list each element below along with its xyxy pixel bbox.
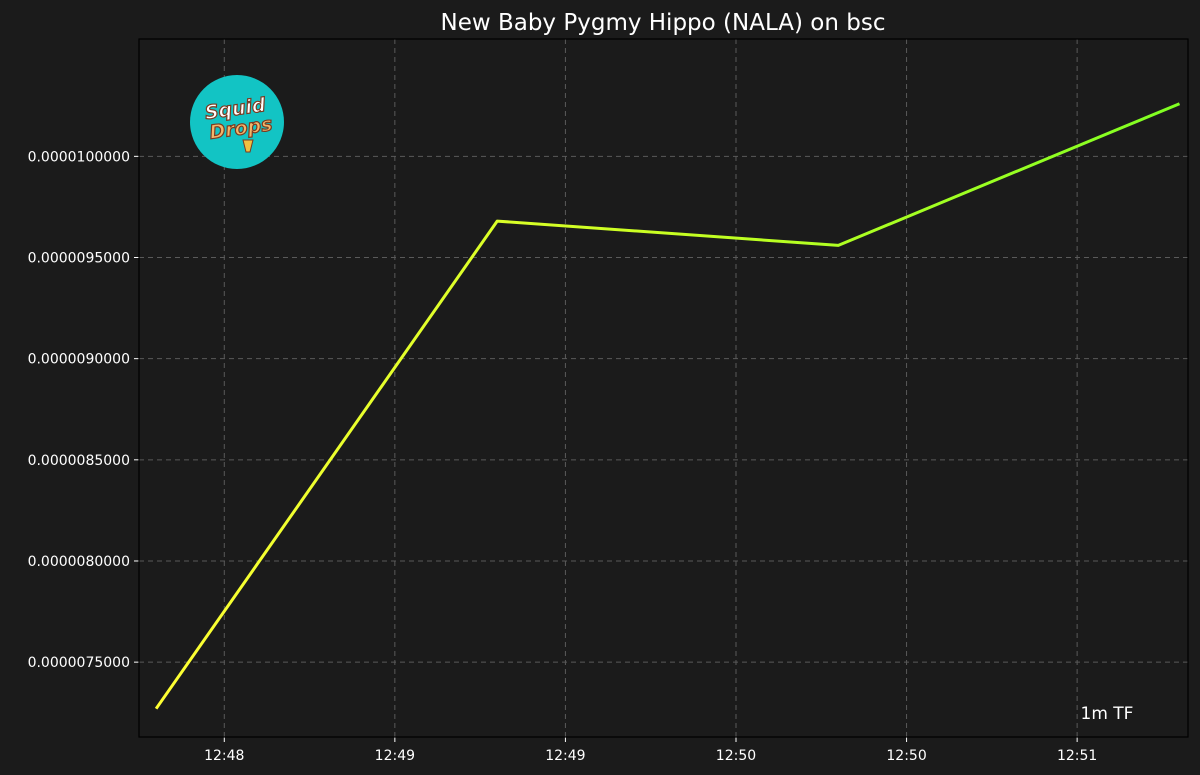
- logo-circle: [190, 75, 284, 169]
- chart-title: New Baby Pygmy Hippo (NALA) on bsc: [440, 10, 885, 36]
- x-tick-label: 12:49: [375, 748, 415, 764]
- y-tick-label: 0.0000090000: [28, 352, 130, 368]
- x-tick-label: 12:48: [204, 748, 244, 764]
- y-tick-label: 0.0000085000: [28, 453, 130, 469]
- axes-frame: [138, 38, 1189, 738]
- grid-lines: [139, 39, 1188, 737]
- x-tick-label: 12:49: [545, 748, 585, 764]
- price-series-line: [154, 102, 1181, 710]
- x-tick-label: 12:50: [886, 748, 926, 764]
- x-tick-label: 12:50: [716, 748, 756, 764]
- y-tick-label: 0.0000080000: [28, 554, 130, 570]
- y-tick-label: 0.0000075000: [28, 655, 130, 671]
- y-tick-label: 0.0000095000: [28, 251, 130, 267]
- drop-cup-icon: [242, 139, 254, 153]
- axes: [134, 38, 1189, 742]
- timeframe-label: 1m TF: [1081, 704, 1134, 724]
- squid-drops-logo: Squid Drops: [190, 75, 284, 169]
- y-tick-label: 0.0000100000: [28, 149, 130, 165]
- tick-labels: 12:48 12:49 12:49 12:50 12:50 12:51 0.00000750…: [28, 149, 1098, 764]
- x-tick-label: 12:51: [1057, 748, 1097, 764]
- price-points: [155, 102, 1181, 710]
